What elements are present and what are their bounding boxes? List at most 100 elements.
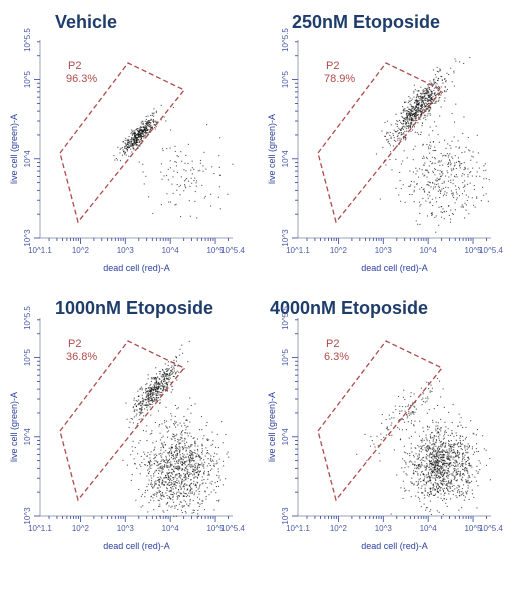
data-point — [424, 460, 426, 462]
data-point — [452, 404, 454, 406]
data-point — [198, 455, 200, 457]
data-point — [449, 444, 451, 446]
data-point — [452, 179, 454, 181]
data-point — [413, 112, 415, 114]
data-point — [177, 482, 179, 484]
data-point — [442, 457, 444, 459]
gate-name: P2 — [326, 338, 339, 350]
data-point — [404, 460, 406, 462]
data-point — [410, 100, 412, 102]
data-point — [140, 506, 142, 508]
data-point — [161, 467, 163, 469]
data-point — [168, 368, 170, 370]
data-point — [386, 427, 388, 429]
data-point — [418, 453, 420, 455]
data-point — [179, 447, 181, 449]
data-point — [434, 81, 436, 83]
data-point — [402, 480, 404, 482]
data-point — [438, 185, 440, 187]
data-point — [407, 106, 409, 108]
data-point — [399, 180, 401, 182]
data-point — [452, 464, 454, 466]
data-point — [445, 431, 447, 433]
data-point — [153, 463, 155, 465]
data-point — [197, 448, 199, 450]
data-point — [206, 452, 208, 454]
data-point — [155, 482, 157, 484]
data-point — [181, 467, 183, 469]
data-point — [420, 445, 422, 447]
data-point — [389, 434, 391, 436]
data-point — [155, 460, 157, 462]
data-point — [171, 463, 173, 465]
data-point — [152, 493, 154, 495]
data-point — [174, 438, 176, 440]
data-point — [459, 472, 461, 474]
data-point — [452, 193, 454, 195]
data-point — [166, 390, 168, 392]
data-point — [187, 469, 189, 471]
data-point — [437, 422, 439, 424]
data-point — [447, 163, 449, 165]
data-point — [428, 185, 430, 187]
data-point — [429, 201, 431, 203]
data-point — [410, 392, 412, 394]
data-point — [440, 211, 442, 213]
data-point — [191, 491, 193, 493]
data-point — [402, 128, 404, 130]
data-point — [162, 150, 164, 152]
data-point — [186, 178, 188, 180]
data-point — [141, 135, 143, 137]
data-point — [402, 123, 404, 125]
data-point — [439, 445, 441, 447]
data-point — [462, 473, 464, 475]
data-point — [183, 488, 185, 490]
data-point — [433, 485, 435, 487]
data-point — [135, 136, 137, 138]
data-point — [143, 128, 145, 130]
data-point — [160, 381, 162, 383]
data-point — [167, 452, 169, 454]
data-point — [418, 468, 420, 470]
data-point — [443, 193, 445, 195]
data-point — [416, 94, 418, 96]
data-point — [159, 373, 161, 375]
data-point — [128, 142, 130, 144]
data-point — [192, 474, 194, 476]
data-point — [438, 89, 440, 91]
data-point — [188, 457, 190, 459]
data-point — [432, 182, 434, 184]
data-point — [163, 483, 165, 485]
data-point — [175, 435, 177, 437]
data-point — [209, 482, 211, 484]
data-point — [188, 495, 190, 497]
data-point — [464, 449, 466, 451]
data-point — [418, 106, 420, 108]
data-point — [461, 464, 463, 466]
data-point — [424, 489, 426, 491]
data-point — [467, 472, 469, 474]
data-point — [201, 450, 203, 452]
data-point — [459, 164, 461, 166]
data-point — [439, 189, 441, 191]
data-point — [149, 124, 151, 126]
data-point — [468, 445, 470, 447]
data-point — [149, 464, 151, 466]
data-point — [169, 490, 171, 492]
data-point — [449, 459, 451, 461]
data-point — [440, 466, 442, 468]
data-point — [434, 465, 436, 467]
data-point — [408, 119, 410, 121]
data-point — [152, 212, 154, 214]
data-point — [180, 457, 182, 459]
data-point — [195, 484, 197, 486]
data-point — [417, 114, 419, 116]
data-point — [462, 454, 464, 456]
data-point — [463, 169, 465, 171]
data-point — [446, 505, 448, 507]
data-point — [139, 141, 141, 143]
data-point — [462, 463, 464, 465]
data-point — [166, 420, 168, 422]
data-point — [438, 432, 440, 434]
data-point — [444, 430, 446, 432]
